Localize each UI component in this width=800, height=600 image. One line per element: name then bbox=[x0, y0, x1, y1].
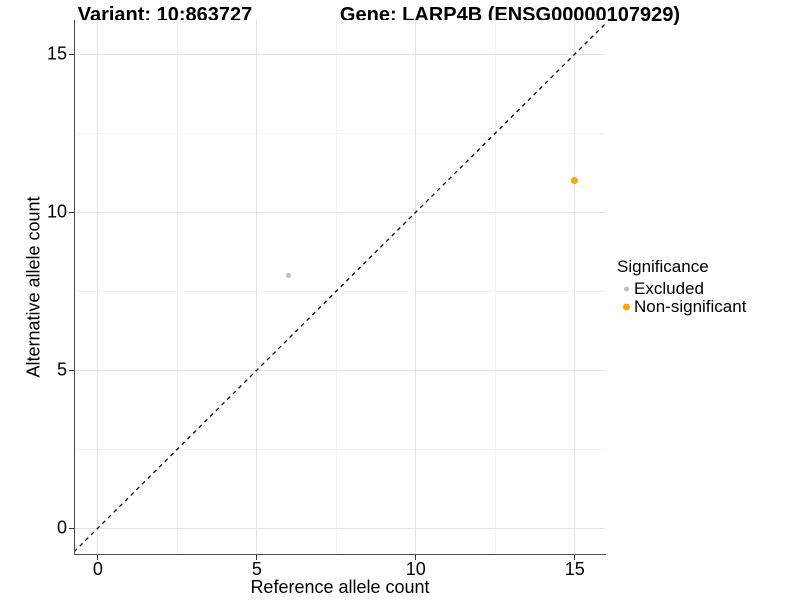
x-axis-title: Reference allele count bbox=[250, 577, 430, 597]
legend-entry-non-significant: Non-significant bbox=[617, 298, 746, 316]
y-gridline bbox=[75, 211, 605, 213]
y-gridline bbox=[75, 527, 605, 529]
y-axis-line bbox=[74, 20, 75, 555]
x-gridline bbox=[97, 20, 99, 554]
x-tick-label: 0 bbox=[92, 559, 103, 579]
x-tick-mark bbox=[256, 555, 258, 560]
x-gridline-minor bbox=[494, 20, 496, 554]
x-gridline bbox=[415, 20, 417, 554]
x-gridline bbox=[574, 20, 576, 554]
legend: Significance Excluded Non-significant bbox=[617, 257, 746, 316]
y-tick-label: 0 bbox=[56, 517, 67, 538]
y-gridline-minor bbox=[75, 448, 605, 450]
data-point-non-significant bbox=[571, 177, 579, 185]
y-gridline-minor bbox=[75, 290, 605, 292]
y-gridline bbox=[75, 53, 605, 55]
excluded-point-icon bbox=[623, 286, 629, 292]
y-tick-mark bbox=[69, 369, 74, 371]
y-tick-label: 5 bbox=[56, 359, 67, 380]
y-tick-label: 10 bbox=[46, 201, 67, 222]
x-tick-mark bbox=[97, 555, 99, 560]
y-tick-mark bbox=[69, 211, 74, 213]
y-axis-title: Alternative allele count bbox=[23, 196, 44, 378]
x-tick-mark bbox=[574, 555, 576, 560]
x-tick-label: 5 bbox=[251, 559, 262, 579]
identity-line bbox=[75, 23, 605, 552]
non-significant-point-icon bbox=[622, 303, 630, 311]
y-tick-label: 15 bbox=[46, 43, 67, 64]
x-gridline-minor bbox=[176, 20, 178, 554]
x-tick-label: 15 bbox=[564, 559, 585, 579]
legend-entry-label: Excluded bbox=[634, 279, 704, 298]
legend-entry-excluded: Excluded bbox=[617, 280, 709, 298]
x-tick-mark bbox=[415, 555, 417, 560]
legend-entry-label: Non-significant bbox=[634, 297, 747, 316]
x-gridline bbox=[256, 20, 258, 554]
data-point-excluded bbox=[286, 272, 292, 278]
y-gridline-minor bbox=[75, 132, 605, 134]
x-gridline-minor bbox=[335, 20, 337, 554]
x-tick-label: 10 bbox=[405, 559, 426, 579]
y-tick-mark bbox=[69, 53, 74, 55]
x-axis-line bbox=[74, 554, 606, 555]
legend-title: Significance bbox=[617, 257, 709, 276]
plot-panel bbox=[75, 20, 605, 554]
y-gridline bbox=[75, 369, 605, 371]
y-tick-mark bbox=[69, 527, 74, 529]
